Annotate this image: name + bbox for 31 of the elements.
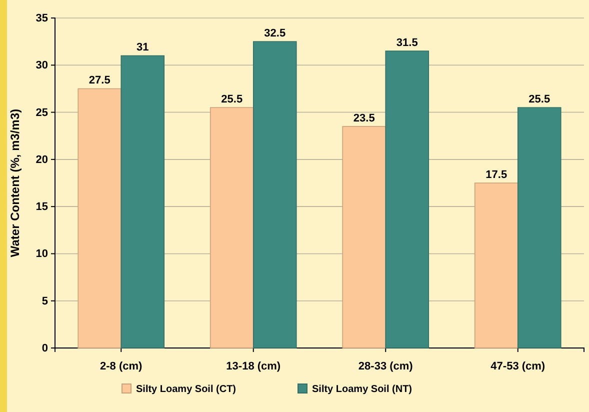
x-tick-label: 28-33 (cm): [358, 360, 414, 372]
data-label: 31: [136, 42, 149, 54]
bar: [120, 55, 165, 348]
data-label: 23.5: [353, 112, 375, 124]
y-tick-label: 10: [36, 248, 48, 260]
data-label: 27.5: [88, 74, 110, 87]
bar: [342, 126, 386, 348]
bar: [210, 107, 254, 348]
bar: [78, 88, 122, 348]
bar: [252, 41, 297, 348]
y-tick-label: 0: [42, 342, 48, 355]
x-tick-label: 2-8 (cm): [100, 360, 143, 372]
y-tick-label: 35: [36, 12, 48, 25]
data-label: 17.5: [486, 169, 508, 181]
legend-label: Silty Loamy Soil (NT): [312, 384, 412, 395]
y-tick-label: 20: [36, 154, 48, 166]
data-label: 32.5: [264, 28, 286, 40]
bar: [517, 107, 562, 348]
data-label: 25.5: [221, 94, 243, 106]
bar: [474, 182, 518, 348]
y-axis-title: Water Content (%, m3/m3): [8, 108, 22, 258]
y-tick-label: 25: [36, 106, 48, 119]
data-label: 25.5: [528, 94, 550, 106]
bar: [385, 50, 430, 348]
y-tick-label: 5: [42, 295, 48, 308]
legend-label: Silty Loamy Soil (CT): [136, 384, 236, 395]
x-tick-label: 13-18 (cm): [226, 360, 281, 372]
y-tick-label: 30: [36, 60, 48, 72]
x-tick-label: 47-53 (cm): [490, 360, 546, 372]
y-tick-label: 15: [36, 201, 48, 214]
data-label: 31.5: [396, 37, 418, 49]
